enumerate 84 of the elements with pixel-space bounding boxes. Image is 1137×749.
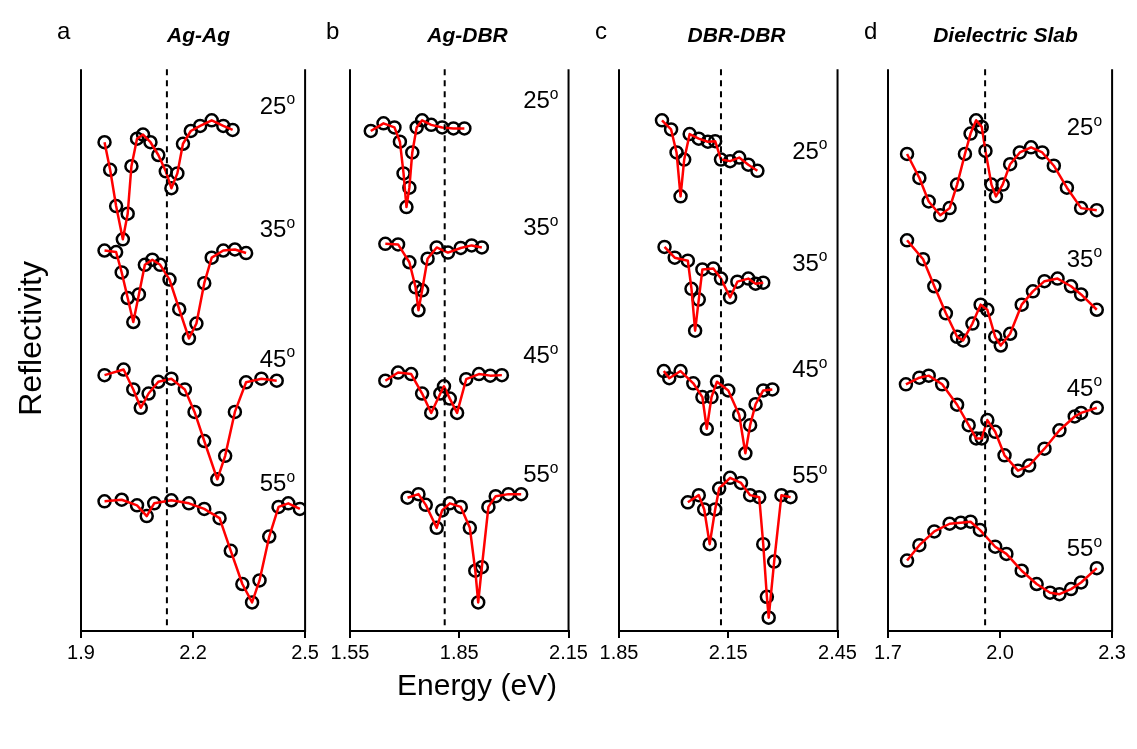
point xyxy=(378,373,393,388)
text: c xyxy=(595,16,607,44)
point xyxy=(899,553,915,568)
x-tick-label: 2.0 xyxy=(986,640,1014,663)
point xyxy=(423,117,439,133)
point xyxy=(108,198,124,214)
chart-title: Ag-DBR xyxy=(426,23,509,47)
point xyxy=(656,363,672,379)
point xyxy=(657,239,672,255)
point xyxy=(687,323,703,338)
point xyxy=(741,271,756,286)
point xyxy=(97,494,112,509)
point xyxy=(400,490,415,505)
point xyxy=(97,243,112,258)
point xyxy=(898,377,914,392)
point xyxy=(1073,287,1089,302)
point xyxy=(1073,575,1089,590)
point xyxy=(436,379,452,394)
point xyxy=(995,177,1010,192)
x-tick-label: 2.15 xyxy=(549,640,589,663)
point xyxy=(269,373,284,388)
point xyxy=(116,362,131,377)
point xyxy=(1089,302,1105,317)
point xyxy=(102,162,118,178)
point xyxy=(1050,271,1065,286)
x-axis-title: Energy (eV) xyxy=(397,668,558,702)
point xyxy=(399,199,414,215)
point xyxy=(761,610,776,625)
text: d xyxy=(864,16,878,44)
point xyxy=(750,163,765,179)
chart-title: Ag-Ag xyxy=(166,23,231,47)
point xyxy=(474,240,490,255)
point xyxy=(765,382,780,397)
point xyxy=(114,265,129,280)
point xyxy=(1089,400,1105,416)
point xyxy=(684,281,699,297)
x-tick-label: 1.85 xyxy=(439,640,479,663)
chart-title: DBR-DBR xyxy=(687,23,787,47)
point xyxy=(481,499,496,515)
point xyxy=(731,407,747,423)
point xyxy=(363,123,379,139)
x-tick-label: 2.15 xyxy=(708,640,748,663)
point xyxy=(722,153,738,169)
point xyxy=(442,496,458,511)
x-tick-label: 2.5 xyxy=(291,640,319,663)
point xyxy=(654,113,670,128)
point xyxy=(513,486,529,502)
x-tick-label: 2.2 xyxy=(179,640,207,663)
text: b xyxy=(326,16,340,44)
point xyxy=(129,131,145,146)
point xyxy=(1089,202,1105,218)
text: a xyxy=(57,16,71,44)
point xyxy=(755,275,771,290)
point xyxy=(97,134,112,150)
point xyxy=(457,121,472,136)
x-tick-label: 1.7 xyxy=(874,640,902,663)
point xyxy=(1073,405,1089,421)
point xyxy=(261,529,277,544)
point xyxy=(1025,284,1041,299)
x-tick-label: 2.45 xyxy=(818,640,858,663)
point xyxy=(405,145,420,160)
x-tick-label: 2.3 xyxy=(1098,640,1126,663)
point xyxy=(899,146,915,162)
point xyxy=(378,236,393,252)
x-tick-label: 1.55 xyxy=(330,640,370,663)
point xyxy=(1037,273,1052,289)
point xyxy=(97,367,112,383)
x-tick-label: 1.9 xyxy=(67,640,95,663)
point xyxy=(1059,180,1075,195)
point xyxy=(707,502,723,517)
point xyxy=(680,495,696,510)
x-tick-label: 1.85 xyxy=(599,640,639,663)
point xyxy=(673,189,688,204)
y-axis-title: Reflectivity xyxy=(12,260,49,416)
point xyxy=(225,122,240,138)
point xyxy=(1010,463,1026,478)
point xyxy=(783,489,798,505)
chart-title: Dielectric Slab xyxy=(933,23,1079,47)
point xyxy=(899,233,915,248)
point xyxy=(238,245,254,261)
point xyxy=(1089,560,1105,576)
point xyxy=(470,595,486,610)
point xyxy=(980,412,995,428)
point xyxy=(227,242,243,257)
